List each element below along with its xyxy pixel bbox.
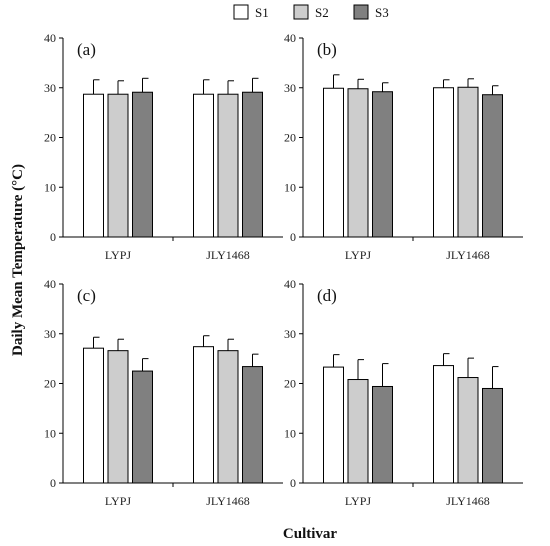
legend-item-s2: S2	[293, 4, 329, 20]
bar-s1	[433, 365, 454, 484]
panel-d: 0 10 20 30 40 (d) LYPJ JLY1468	[284, 277, 523, 508]
y-tick-label: 0	[290, 230, 296, 244]
bar-s3	[482, 387, 503, 484]
bar-s1	[83, 347, 104, 484]
x-tick-label: JLY1468	[206, 248, 249, 262]
bar-s2	[217, 93, 239, 238]
legend-swatch-s2	[293, 4, 309, 20]
bar-s2	[457, 86, 479, 238]
bar-s3	[132, 91, 153, 238]
x-tick-label: JLY1468	[446, 248, 489, 262]
bar-s1	[83, 93, 104, 238]
panel-label: (a)	[77, 40, 96, 59]
bar-s1	[193, 93, 214, 238]
y-axis-title: Daily Mean Temperature (°C)	[10, 164, 26, 356]
y-tick-label: 20	[44, 377, 56, 391]
y-tick-label: 30	[44, 327, 56, 341]
y-tick-label: 0	[50, 230, 56, 244]
bar-s2	[107, 93, 129, 238]
x-tick-label: LYPJ	[345, 248, 371, 262]
panel-label: (d)	[317, 286, 337, 305]
y-tick-label: 20	[44, 131, 56, 145]
y-tick-label: 40	[284, 277, 296, 291]
panel-label: (c)	[77, 286, 96, 305]
bar-s2	[347, 88, 369, 238]
legend-swatch-s1	[233, 4, 249, 20]
legend-label-s3: S3	[375, 5, 389, 20]
y-tick-label: 10	[44, 180, 56, 194]
legend-label-s2: S2	[315, 5, 329, 20]
x-tick-label: LYPJ	[105, 494, 131, 508]
legend-item-s1: S1	[233, 4, 269, 20]
y-tick-label: 10	[284, 426, 296, 440]
y-tick-label: 30	[44, 81, 56, 95]
x-tick-label: LYPJ	[345, 494, 371, 508]
y-tick-label: 30	[284, 327, 296, 341]
panel-a: 0 10 20 30 40 (a) LYPJ JLY1468	[44, 31, 283, 262]
y-tick-label: 40	[44, 277, 56, 291]
panels: 0 10 20 30 40 (a) LYPJ JLY1468 0 10 20 30 40 (b) LYPJ J…	[44, 31, 523, 508]
panel-label: (b)	[317, 40, 337, 59]
y-tick-label: 40	[44, 31, 56, 45]
legend-label-s1: S1	[255, 5, 269, 20]
x-tick-label: LYPJ	[105, 248, 131, 262]
legend-item-s3: S3	[353, 4, 389, 20]
bar-s1	[193, 346, 214, 484]
bar-s3	[372, 91, 393, 238]
y-tick-label: 0	[50, 476, 56, 490]
x-tick-label: JLY1468	[206, 494, 249, 508]
bar-s3	[242, 91, 263, 238]
y-tick-label: 20	[284, 131, 296, 145]
bar-s3	[372, 385, 393, 484]
bar-s3	[242, 366, 263, 484]
panel-b: 0 10 20 30 40 (b) LYPJ JLY1468	[284, 31, 523, 262]
x-axis-title: Cultivar	[283, 526, 338, 542]
bar-s1	[323, 87, 344, 238]
bar-s2	[217, 350, 239, 484]
x-tick-label: JLY1468	[446, 494, 489, 508]
bar-s2	[107, 350, 129, 484]
bar-s2	[457, 377, 479, 484]
y-tick-label: 10	[44, 426, 56, 440]
bar-s2	[347, 379, 369, 484]
bar-s3	[482, 94, 503, 238]
legend-swatch-s3	[353, 4, 369, 20]
y-tick-label: 10	[284, 180, 296, 194]
bar-s3	[132, 370, 153, 484]
y-tick-label: 40	[284, 31, 296, 45]
legend: S1 S2 S3	[233, 4, 389, 20]
bar-s1	[433, 87, 454, 238]
panel-c: 0 10 20 30 40 (c) LYPJ JLY1468	[44, 277, 283, 508]
y-tick-label: 0	[290, 476, 296, 490]
y-tick-label: 20	[284, 377, 296, 391]
y-tick-label: 30	[284, 81, 296, 95]
bar-s1	[323, 366, 344, 484]
